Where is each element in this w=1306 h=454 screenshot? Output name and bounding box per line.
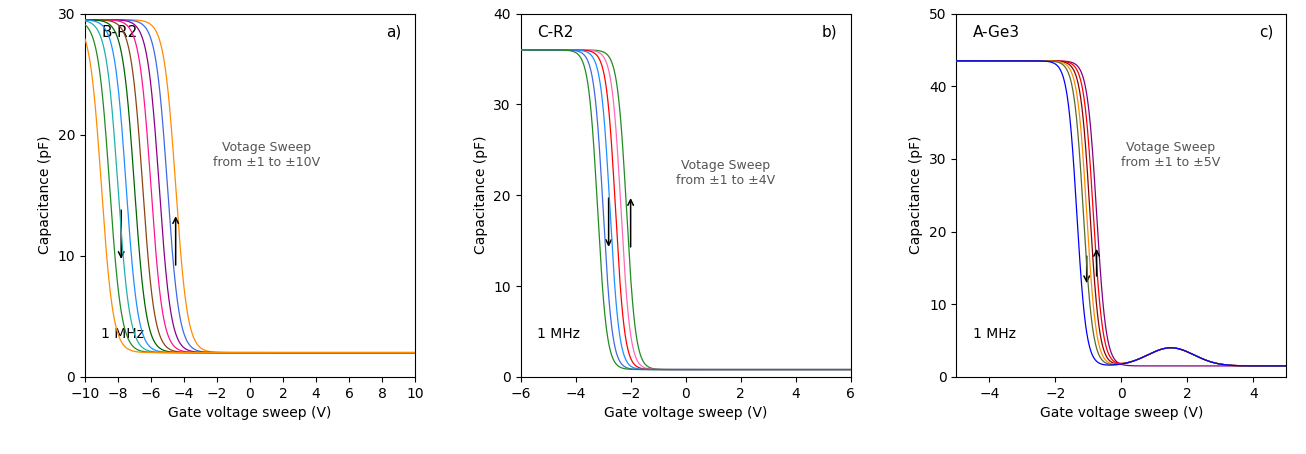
Text: Votage Sweep
from ±1 to ±4V: Votage Sweep from ±1 to ±4V [675,159,774,187]
Text: C-R2: C-R2 [537,25,573,39]
Y-axis label: Capacitance (pF): Capacitance (pF) [474,136,487,255]
Text: c): c) [1259,25,1273,39]
Text: Votage Sweep
from ±1 to ±5V: Votage Sweep from ±1 to ±5V [1122,141,1221,169]
Y-axis label: Capacitance (pF): Capacitance (pF) [38,136,52,255]
Text: 1 MHz: 1 MHz [537,326,580,340]
X-axis label: Gate voltage sweep (V): Gate voltage sweep (V) [603,406,768,420]
Text: a): a) [387,25,402,39]
X-axis label: Gate voltage sweep (V): Gate voltage sweep (V) [1040,406,1203,420]
Text: B-R2: B-R2 [102,25,137,39]
Text: Votage Sweep
from ±1 to ±10V: Votage Sweep from ±1 to ±10V [213,141,320,169]
Text: 1 MHz: 1 MHz [973,326,1016,340]
Text: b): b) [821,25,837,39]
Y-axis label: Capacitance (pF): Capacitance (pF) [909,136,923,255]
Text: A-Ge3: A-Ge3 [973,25,1020,39]
Text: 1 MHz: 1 MHz [102,326,145,340]
X-axis label: Gate voltage sweep (V): Gate voltage sweep (V) [168,406,332,420]
